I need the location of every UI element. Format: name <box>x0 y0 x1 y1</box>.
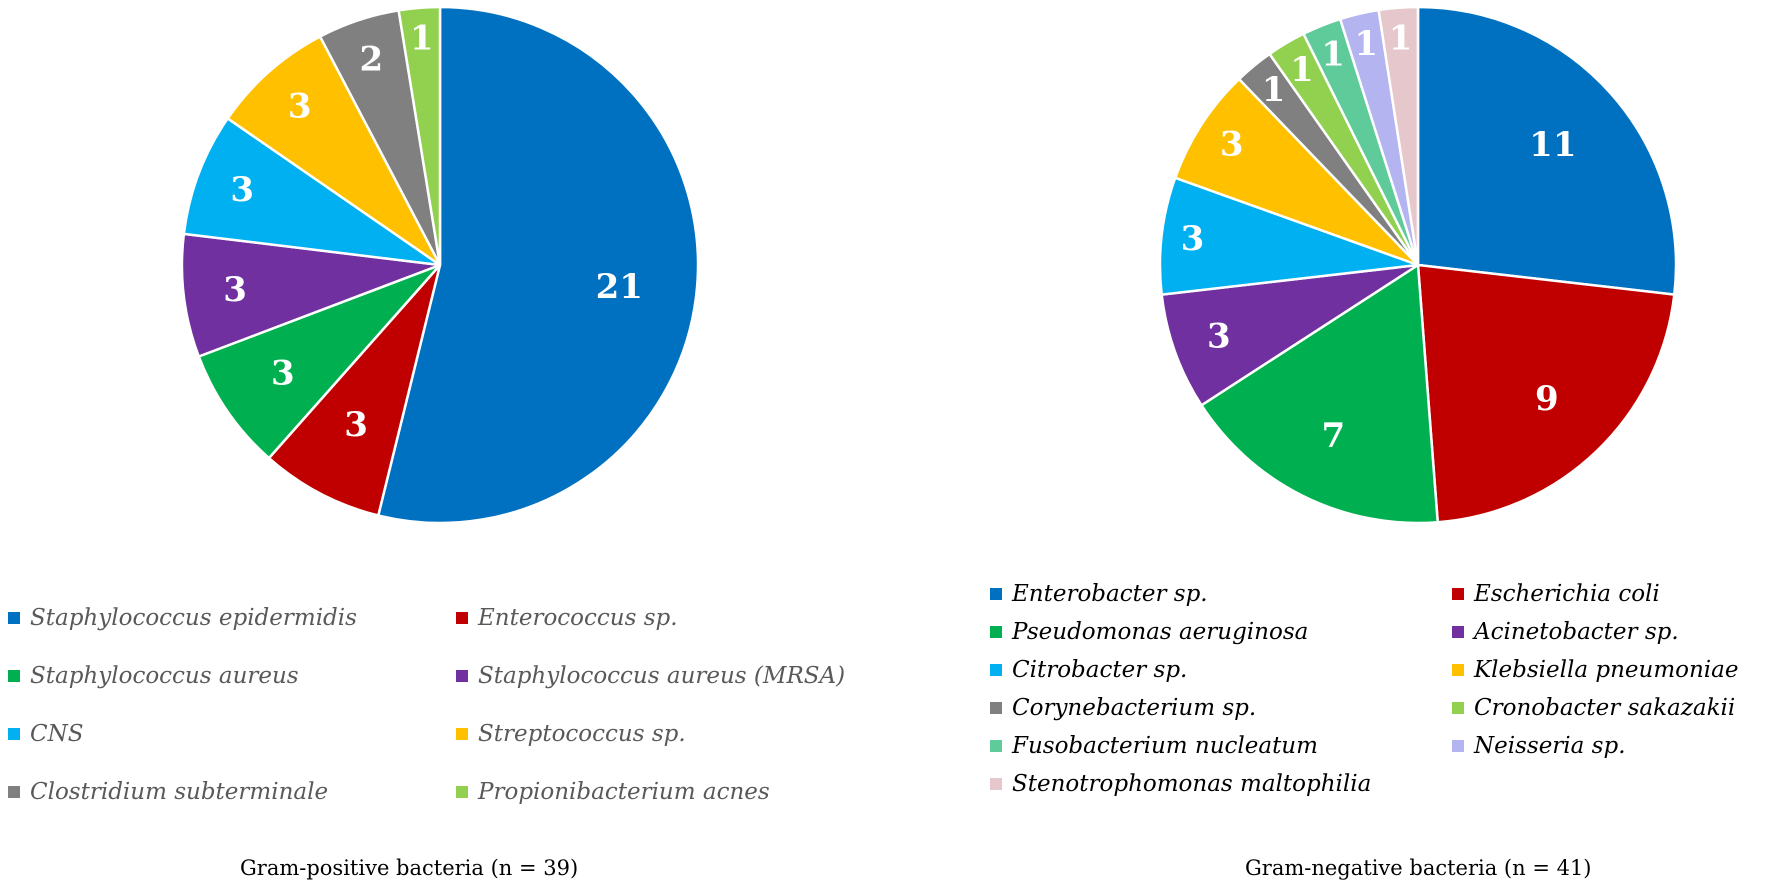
data-label-clostridium-subterminale: 2 <box>360 39 384 79</box>
legend-item-enterococcus-sp: Enterococcus sp. <box>456 602 678 634</box>
data-label-streptococcus-sp: 3 <box>288 87 312 127</box>
legend-item-streptococcus-sp: Streptococcus sp. <box>456 718 686 750</box>
data-label-enterococcus-sp: 3 <box>344 405 368 445</box>
data-label-pseudomonas-aeruginosa: 7 <box>1321 416 1345 456</box>
data-label-enterobacter-sp: 11 <box>1529 125 1576 165</box>
data-label-staphylococcus-aureus-mrsa: 3 <box>223 270 247 310</box>
legend-item-cronobacter-sakazakii: Cronobacter sakazakii <box>1452 692 1735 724</box>
pie-slice-acinetobacter-sp <box>1160 263 1419 407</box>
legend-item-escherichia-coli: Escherichia coli <box>1452 578 1660 610</box>
pie-slice-klebsiella-pneumoniae <box>1173 77 1419 267</box>
legend-swatch <box>990 588 1002 600</box>
legend-label: Pseudomonas aeruginosa <box>1012 619 1309 645</box>
legend-swatch <box>1452 702 1464 714</box>
pie-slice-citrobacter-sp <box>1158 176 1419 296</box>
legend-swatch <box>1452 664 1464 676</box>
legend-item-corynebacterium-sp: Corynebacterium sp. <box>990 692 1256 724</box>
legend-item-clostridium-subterminale: Clostridium subterminale <box>8 776 328 808</box>
legend-swatch <box>990 778 1002 790</box>
gram-positive-pie: 21 3 3 3 3 3 21 <box>180 5 700 525</box>
legend-swatch <box>8 728 20 740</box>
gram-negative-title: Gram-negative bacteria (n = 41) <box>1245 856 1592 880</box>
pie-slice-streptococcus-sp <box>225 34 442 267</box>
legend-item-fusobacterium-nucleatum: Fusobacterium nucleatum <box>990 730 1318 762</box>
legend-swatch <box>990 626 1002 638</box>
data-label-cns: 3 <box>230 170 254 210</box>
legend-item-propionibacterium-acnes: Propionibacterium acnes <box>456 776 770 808</box>
legend-item-staphylococcus-aureus-mrsa: Staphylococcus aureus (MRSA) <box>456 660 845 692</box>
data-label-neisseria-sp: 1 <box>1354 24 1378 64</box>
legend-label: Acinetobacter sp. <box>1474 619 1679 645</box>
pie-slice-staphylococcus-aureus-mrsa <box>180 232 441 359</box>
data-label-stenotrophomonas-maltophilia: 1 <box>1389 19 1413 59</box>
legend-item-citrobacter-sp: Citrobacter sp. <box>990 654 1187 686</box>
legend-label: Stenotrophomonas maltophilia <box>1012 771 1372 797</box>
legend-label: Propionibacterium acnes <box>478 779 770 805</box>
legend-item-staphylococcus-epidermidis: Staphylococcus epidermidis <box>8 602 357 634</box>
legend-label: Enterobacter sp. <box>1012 581 1208 607</box>
pie-slice-stenotrophomonas-maltophilia <box>1377 5 1420 266</box>
legend-label: Enterococcus sp. <box>478 605 678 631</box>
pie-slice-staphylococcus-epidermidis <box>376 5 700 525</box>
legend-label: Fusobacterium nucleatum <box>1012 733 1318 759</box>
legend-label: Cronobacter sakazakii <box>1474 695 1736 721</box>
legend-item-cns: CNS <box>8 718 83 750</box>
data-label-klebsiella-pneumoniae: 3 <box>1220 124 1244 164</box>
legend-label: Neisseria sp. <box>1474 733 1626 759</box>
pie-slice-propionibacterium-acnes <box>397 5 442 266</box>
legend-swatch <box>8 612 20 624</box>
pie-slice-enterococcus-sp <box>267 264 442 518</box>
legend-swatch <box>456 786 468 798</box>
legend-item-enterobacter-sp: Enterobacter sp. <box>990 578 1208 610</box>
pie-slice-cns <box>182 116 441 267</box>
legend-label: Klebsiella pneumoniae <box>1474 657 1739 683</box>
legend-item-staphylococcus-aureus: Staphylococcus aureus <box>8 660 299 692</box>
pie-slice-staphylococcus-aureus <box>197 263 441 460</box>
legend-label: CNS <box>30 721 84 747</box>
legend-swatch <box>8 670 20 682</box>
data-label-citrobacter-sp: 3 <box>1181 219 1205 259</box>
legend-swatch <box>990 740 1002 752</box>
legend-swatch <box>456 728 468 740</box>
data-label-fusobacterium-nucleatum: 1 <box>1321 34 1345 74</box>
legend-label: Escherichia coli <box>1474 581 1660 607</box>
legend-label: Streptococcus sp. <box>478 721 686 747</box>
pie-slice-escherichia-coli <box>1416 263 1676 524</box>
legend-item-pseudomonas-aeruginosa: Pseudomonas aeruginosa <box>990 616 1308 648</box>
legend-item-neisseria-sp: Neisseria sp. <box>1452 730 1626 762</box>
data-label-acinetobacter-sp: 3 <box>1207 317 1231 357</box>
data-label-cronobacter-sakazakii: 1 <box>1290 50 1314 90</box>
legend-swatch <box>456 612 468 624</box>
data-label-propionibacterium-acnes: 1 <box>410 19 434 59</box>
legend-item-stenotrophomonas-maltophilia: Stenotrophomonas maltophilia <box>990 768 1371 800</box>
legend-swatch <box>990 702 1002 714</box>
legend-label: Staphylococcus aureus (MRSA) <box>478 663 846 689</box>
legend-swatch <box>1452 740 1464 752</box>
data-label-staphylococcus-aureus: 3 <box>271 353 295 393</box>
pie-slice-enterobacter-sp <box>1416 5 1678 296</box>
gram-positive-title: Gram-positive bacteria (n = 39) <box>240 856 579 880</box>
legend-swatch <box>1452 588 1464 600</box>
data-label-staphylococcus-epidermidis: 21 <box>596 267 643 307</box>
legend-label: Staphylococcus aureus <box>30 663 299 689</box>
legend-swatch <box>1452 626 1464 638</box>
legend-label: Clostridium subterminale <box>30 779 329 805</box>
legend-item-acinetobacter-sp: Acinetobacter sp. <box>1452 616 1679 648</box>
legend-swatch <box>456 670 468 682</box>
legend-label: Corynebacterium sp. <box>1012 695 1257 721</box>
data-label-corynebacterium-sp: 1 <box>1262 70 1286 110</box>
pie-slice-pseudomonas-aeruginosa <box>1199 262 1440 525</box>
legend-label: Staphylococcus epidermidis <box>30 605 357 631</box>
legend-label: Citrobacter sp. <box>1012 657 1188 683</box>
legend-item-klebsiella-pneumoniae: Klebsiella pneumoniae <box>1452 654 1739 686</box>
legend-swatch <box>990 664 1002 676</box>
data-label-escherichia-coli: 9 <box>1535 379 1559 419</box>
legend-swatch <box>8 786 20 798</box>
